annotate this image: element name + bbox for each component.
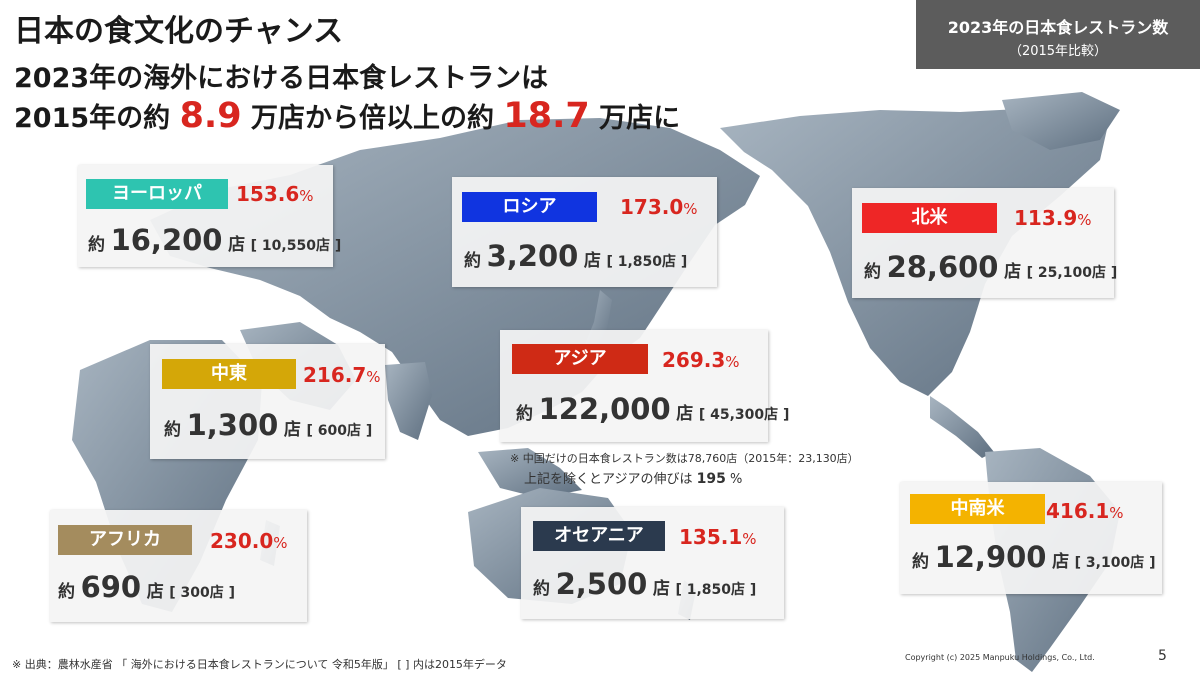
region-tag-asia: アジア — [512, 344, 648, 374]
headline-line1: 2023年の海外における日本食レストランは — [14, 63, 549, 94]
restaurant-count-oceania: 約 2,500 店 [ 1,850店 ] — [533, 567, 757, 601]
value-2015: 8.9 — [179, 96, 242, 136]
sea-islands — [478, 448, 582, 498]
asia-note-china: ※ 中国だけの日本食レストラン数は78,760店（2015年：23,130店） — [510, 452, 859, 465]
restaurant-count-africa: 約 690 店 [ 300店 ] — [58, 570, 236, 604]
restaurant-count-europe: 約 16,200 店 [ 10,550店 ] — [88, 223, 342, 257]
value-2023: 18.7 — [503, 96, 590, 136]
headline-line2-pre: 2015年の約 — [14, 103, 171, 134]
badge-title: 2023年の日本食レストラン数 — [947, 18, 1169, 37]
growth-percent-africa: 230.0% — [210, 529, 288, 553]
headline-line2-mid: 万店から倍以上の約 — [250, 103, 494, 134]
restaurant-count-latin-america: 約 12,900 店 [ 3,100店 ] — [912, 540, 1156, 574]
region-card-asia: アジア 269.3% 約 122,000 店 [ 45,300店 ] — [500, 330, 789, 442]
restaurant-count-north-america: 約 28,600 店 [ 25,100店 ] — [864, 250, 1118, 284]
badge-subtitle: （2015年比較） — [1008, 44, 1108, 59]
growth-percent-asia: 269.3% — [662, 348, 740, 372]
region-tag-north-america: 北米 — [862, 203, 997, 233]
page-title: 日本の食文化のチャンス — [14, 14, 344, 49]
growth-percent-middle-east: 216.7% — [303, 363, 381, 387]
source-footnote: ※ 出典：農林水産省 「 海外における日本食レストランについて 令和5年版」 [… — [12, 658, 507, 671]
region-card-latin-america: 中南米 416.1% 約 12,900 店 [ 3,100店 ] — [900, 482, 1162, 594]
headline-line2: 2015年の約 8.9 万店から倍以上の約 18.7 万店に — [14, 96, 680, 136]
asia-note-excluding-china: 上記を除くとアジアの伸びは 195 % — [524, 471, 743, 487]
copyright: Copyright (c) 2025 Manpuku Holdings, Co.… — [905, 653, 1095, 662]
region-tag-middle-east: 中東 — [162, 359, 296, 389]
growth-percent-europe: 153.6% — [236, 182, 314, 206]
region-tag-russia: ロシア — [462, 192, 597, 222]
region-card-russia: ロシア 173.0% 約 3,200 店 [ 1,850店 ] — [452, 177, 717, 287]
headline-line2-post: 万店に — [599, 103, 681, 134]
region-card-europe: ヨーロッパ 153.6% 約 16,200 店 [ 10,550店 ] — [78, 165, 341, 267]
growth-percent-latin-america: 416.1% — [1046, 499, 1124, 523]
region-card-oceania: オセアニア 135.1% 約 2,500 店 [ 1,850店 ] — [521, 507, 784, 619]
region-tag-oceania: オセアニア — [533, 521, 665, 551]
greenland-landmass — [1002, 92, 1120, 150]
growth-percent-north-america: 113.9% — [1014, 206, 1092, 230]
region-card-middle-east: 中東 216.7% 約 1,300 店 [ 600店 ] — [150, 344, 385, 459]
growth-percent-russia: 173.0% — [620, 195, 698, 219]
central-america-landmass — [930, 396, 994, 458]
india-landmass — [385, 362, 432, 440]
region-card-africa: アフリカ 230.0% 約 690 店 [ 300店 ] — [50, 510, 307, 622]
region-tag-africa: アフリカ — [58, 525, 192, 555]
region-tag-europe: ヨーロッパ — [86, 179, 228, 209]
summary-badge: 2023年の日本食レストラン数 （2015年比較） — [916, 0, 1200, 69]
region-card-north-america: 北米 113.9% 約 28,600 店 [ 25,100店 ] — [852, 188, 1118, 298]
region-tag-latin-america: 中南米 — [910, 494, 1045, 524]
page-number: 5 — [1158, 648, 1167, 664]
restaurant-count-middle-east: 約 1,300 店 [ 600店 ] — [164, 408, 373, 442]
restaurant-count-asia: 約 122,000 店 [ 45,300店 ] — [516, 392, 790, 426]
growth-percent-oceania: 135.1% — [679, 525, 757, 549]
restaurant-count-russia: 約 3,200 店 [ 1,850店 ] — [464, 239, 688, 273]
